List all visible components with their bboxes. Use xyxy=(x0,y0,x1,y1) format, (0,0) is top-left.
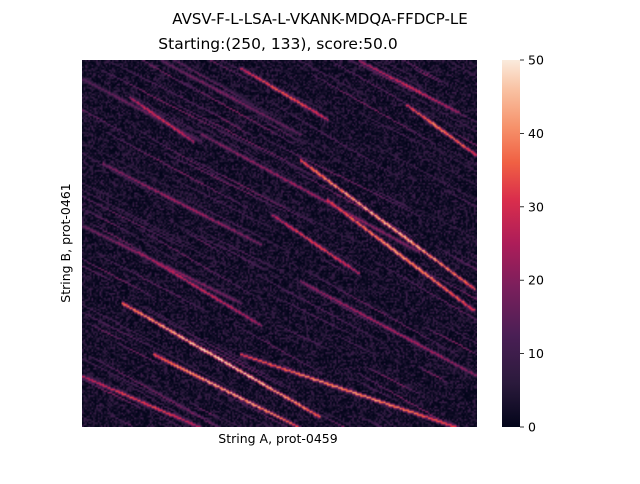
colorbar-tick-label: 50 xyxy=(528,53,544,68)
colorbar-tick-label: 40 xyxy=(528,126,544,141)
heatmap-image xyxy=(82,60,477,427)
x-axis-label: String A, prot-0459 xyxy=(218,431,337,446)
colorbar-tick-label: 10 xyxy=(528,346,544,361)
heatmap-area xyxy=(82,60,477,427)
colorbar: 0 10 20 30 40 50 xyxy=(502,53,544,435)
colorbar-tick-label: 20 xyxy=(528,273,544,288)
colorbar-gradient xyxy=(502,60,520,427)
chart-title: Starting:(250, 133), score:50.0 xyxy=(158,35,397,53)
colorbar-tick-label: 30 xyxy=(528,199,544,214)
y-axis-label: String B, prot-0461 xyxy=(58,183,73,302)
colorbar-tick-label: 0 xyxy=(528,420,536,435)
colorbar-ticks: 0 10 20 30 40 50 xyxy=(520,53,544,435)
chart-suptitle: AVSV-F-L-LSA-L-VKANK-MDQA-FFDCP-LE xyxy=(172,10,467,28)
